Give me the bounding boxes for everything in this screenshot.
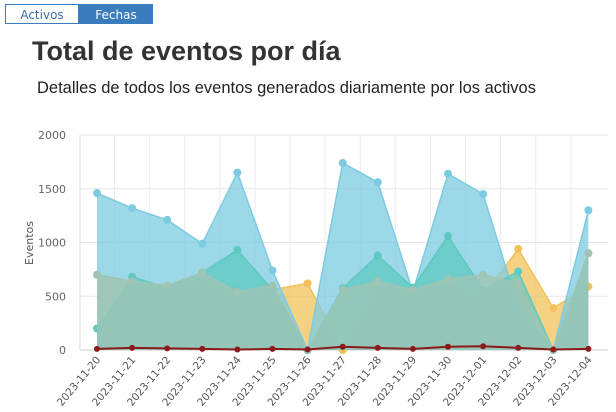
data-point xyxy=(128,277,137,286)
data-point xyxy=(584,249,593,258)
data-point xyxy=(268,281,277,290)
y-tick-label: 500 xyxy=(45,290,66,303)
y-tick-label: 1000 xyxy=(38,237,66,250)
data-point xyxy=(584,206,593,215)
data-point xyxy=(233,287,242,296)
data-point xyxy=(198,239,207,248)
y-tick-label: 1500 xyxy=(38,183,66,196)
data-point xyxy=(234,346,241,353)
data-point xyxy=(445,343,451,350)
data-point xyxy=(94,345,100,352)
data-point xyxy=(233,246,242,255)
view-tabs: Activos Fechas xyxy=(5,4,153,24)
data-point xyxy=(444,232,452,241)
data-point xyxy=(339,343,346,350)
data-point xyxy=(163,215,172,224)
page-subtitle: Detalles de todos los eventos generados … xyxy=(37,79,536,97)
tab-activos[interactable]: Activos xyxy=(5,4,79,24)
data-point xyxy=(514,244,523,253)
data-point xyxy=(550,346,557,353)
data-point xyxy=(444,169,452,178)
data-point xyxy=(585,345,592,352)
data-point xyxy=(514,267,523,276)
data-point xyxy=(409,345,416,352)
data-point xyxy=(338,285,347,294)
data-point xyxy=(233,168,242,177)
data-point xyxy=(268,266,277,275)
data-point xyxy=(514,279,523,288)
data-point xyxy=(129,344,136,351)
data-point xyxy=(479,190,488,199)
y-tick-label: 0 xyxy=(59,344,66,357)
data-point xyxy=(93,189,101,198)
data-point xyxy=(480,343,487,350)
data-point xyxy=(93,270,101,279)
data-point xyxy=(164,345,171,352)
data-point xyxy=(374,344,381,351)
data-point xyxy=(304,346,311,353)
data-point xyxy=(515,344,522,351)
data-point xyxy=(338,158,347,167)
data-point xyxy=(303,279,312,288)
y-tick-label: 2000 xyxy=(38,129,66,142)
data-point xyxy=(269,345,276,352)
data-point xyxy=(373,277,382,286)
data-point xyxy=(163,281,172,290)
tab-fechas[interactable]: Fechas xyxy=(79,4,153,24)
data-point xyxy=(373,178,382,187)
data-point xyxy=(479,270,488,279)
data-point xyxy=(199,345,206,352)
data-point xyxy=(373,251,382,260)
data-point xyxy=(549,304,558,313)
data-point xyxy=(198,268,207,277)
page-title: Total de eventos por día xyxy=(32,36,341,66)
data-point xyxy=(128,204,137,213)
data-point xyxy=(408,285,417,294)
y-axis-label: Eventos xyxy=(23,221,36,265)
data-point xyxy=(444,275,452,284)
